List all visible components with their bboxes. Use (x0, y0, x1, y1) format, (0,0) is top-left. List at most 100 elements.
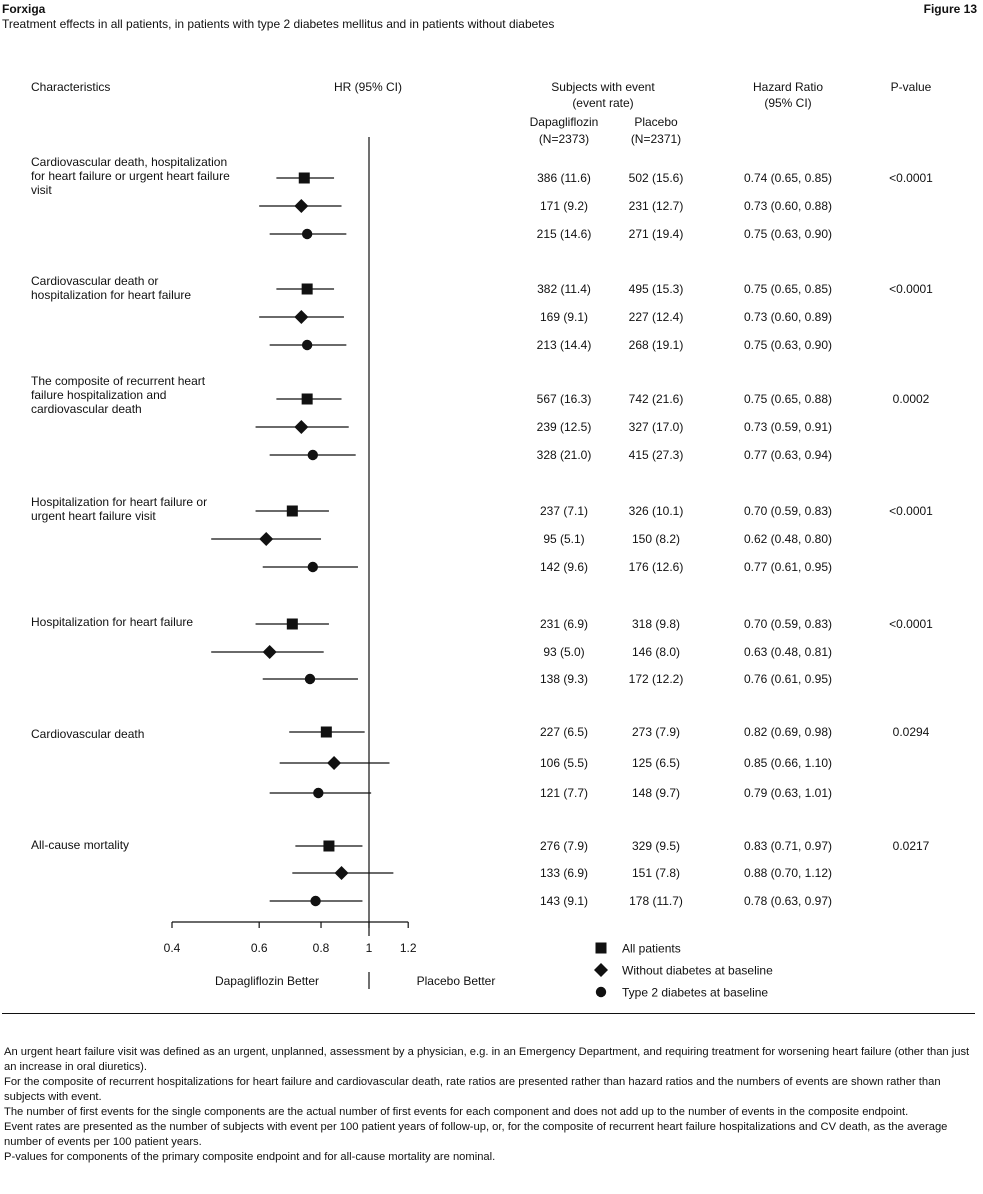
footnote-1: An urgent heart failure visit was define… (4, 1046, 970, 1073)
dapagliflozin-events: 276 (7.9) (539, 839, 589, 853)
diamond-marker (259, 532, 274, 546)
square-marker (320, 726, 332, 738)
placebo-events: 326 (10.1) (628, 504, 684, 518)
placebo-events: 150 (8.2) (631, 532, 681, 546)
placebo-events: 329 (9.5) (631, 839, 681, 853)
dapagliflozin-events: 106 (5.5) (539, 756, 589, 770)
legend-label: Without diabetes at baseline (622, 964, 773, 978)
hazard-ratio-text: 0.88 (0.70, 1.12) (743, 866, 833, 880)
hazard-ratio-text: 0.83 (0.71, 0.97) (743, 839, 833, 853)
column-header-dapagliflozin-n: (N=2373) (538, 132, 590, 146)
hazard-ratio-text: 0.63 (0.48, 0.81) (743, 645, 833, 659)
hazard-ratio-text: 0.74 (0.65, 0.85) (743, 171, 833, 185)
x-axis-tick-label: 0.6 (251, 941, 268, 955)
circle-marker (313, 787, 324, 799)
hazard-ratio-text: 0.78 (0.63, 0.97) (743, 894, 833, 908)
placebo-events: 273 (7.9) (631, 725, 681, 739)
divider-line (2, 1013, 975, 1014)
legend-label: Type 2 diabetes at baseline (622, 986, 768, 1000)
square-marker (323, 840, 335, 852)
dapagliflozin-events: 239 (12.5) (536, 420, 592, 434)
square-marker (286, 505, 298, 517)
legend-square-marker (595, 942, 607, 954)
square-marker (298, 172, 310, 184)
column-header-event-rate: (event rate) (572, 96, 634, 110)
footnote-4: Event rates are presented as the number … (4, 1121, 948, 1148)
placebo-events: 495 (15.3) (628, 282, 684, 296)
dapagliflozin-events: 215 (14.6) (536, 227, 592, 241)
placebo-events: 502 (15.6) (628, 171, 684, 185)
hazard-ratio-text: 0.77 (0.63, 0.94) (743, 448, 833, 462)
figure-subtitle: Treatment effects in all patients, in pa… (2, 17, 555, 31)
diamond-marker (294, 420, 309, 434)
footnote-2: For the composite of recurrent hospitali… (4, 1076, 941, 1103)
dapagliflozin-events: 213 (14.4) (536, 338, 592, 352)
placebo-events: 318 (9.8) (631, 617, 681, 631)
placebo-events: 415 (27.3) (628, 448, 684, 462)
placebo-events: 148 (9.7) (631, 786, 681, 800)
hazard-ratio-text: 0.75 (0.65, 0.88) (743, 392, 833, 406)
group-label: Cardiovascular death (31, 727, 145, 741)
pvalue-text: <0.0001 (889, 617, 933, 631)
hazard-ratio-text: 0.76 (0.61, 0.95) (743, 672, 833, 686)
group-label: Cardiovascular death, hospitalization fo… (31, 155, 230, 197)
diamond-marker (262, 645, 277, 659)
pvalue-text: <0.0001 (889, 282, 933, 296)
placebo-events: 178 (11.7) (629, 894, 683, 908)
circle-marker (301, 339, 313, 351)
forest-plot: 0.4 0.6 0.8 1 1.2 Dapagliflozin Better Placebo… (164, 137, 773, 1000)
dapagliflozin-events: 121 (7.7) (539, 786, 589, 800)
placebo-events: 146 (8.0) (631, 645, 681, 659)
placebo-events: 176 (12.6) (628, 560, 684, 574)
hazard-ratio-text: 0.70 (0.59, 0.83) (743, 504, 833, 518)
footnote-5: P-values for components of the primary c… (4, 1151, 496, 1163)
dapagliflozin-events: 142 (9.6) (539, 560, 589, 574)
dapagliflozin-events: 93 (5.0) (543, 645, 585, 659)
dapagliflozin-events: 95 (5.1) (543, 532, 585, 546)
dapagliflozin-events: 231 (6.9) (539, 617, 589, 631)
placebo-events: 327 (17.0) (628, 420, 684, 434)
legend-diamond-marker (594, 963, 608, 977)
dapagliflozin-events: 328 (21.0) (536, 448, 592, 462)
hazard-ratio-text: 0.82 (0.69, 0.98) (743, 725, 833, 739)
hazard-ratio-text: 0.79 (0.63, 1.01) (743, 786, 833, 800)
hazard-ratio-text: 0.75 (0.65, 0.85) (743, 282, 833, 296)
column-header-placebo: Placebo (634, 115, 678, 129)
placebo-events: 151 (7.8) (631, 866, 681, 880)
x-axis-tick-label: 1.2 (400, 941, 417, 955)
column-header-pvalue: P-value (890, 80, 932, 94)
group-label: All-cause mortality (31, 838, 130, 852)
diamond-marker (294, 310, 309, 324)
pvalue-text: <0.0001 (889, 171, 933, 185)
group-label: The composite of recurrent heart failure… (31, 374, 206, 416)
document-product-name: Forxiga (2, 2, 46, 16)
direction-label-left: Dapagliflozin Better (215, 974, 319, 988)
group-label: Cardiovascular death or hospitalization … (31, 274, 192, 302)
dapagliflozin-events: 386 (11.6) (537, 171, 591, 185)
placebo-events: 268 (19.1) (628, 338, 684, 352)
pvalue-text: 0.0002 (892, 392, 930, 406)
hazard-ratio-text: 0.73 (0.59, 0.91) (743, 420, 833, 434)
dapagliflozin-events: 169 (9.1) (539, 310, 589, 324)
circle-marker (301, 228, 313, 240)
square-marker (301, 283, 313, 295)
x-axis-tick-label: 0.4 (164, 941, 181, 955)
hazard-ratio-text: 0.85 (0.66, 1.10) (743, 756, 833, 770)
column-header-hazard-ratio-ci: (95% CI) (764, 96, 812, 110)
placebo-events: 172 (12.2) (628, 672, 684, 686)
diamond-marker (294, 199, 309, 213)
placebo-events: 271 (19.4) (628, 227, 684, 241)
dapagliflozin-events: 171 (9.2) (539, 199, 589, 213)
legend-label: All patients (622, 942, 681, 956)
circle-marker (304, 673, 316, 685)
column-header-placebo-n: (N=2371) (630, 132, 682, 146)
hazard-ratio-text: 0.62 (0.48, 0.80) (743, 532, 833, 546)
column-header-subjects: Subjects with event (551, 80, 655, 94)
placebo-events: 227 (12.4) (628, 310, 684, 324)
column-header-hr-ci: HR (95% CI) (334, 80, 403, 94)
pvalue-text: 0.0294 (892, 725, 930, 739)
dapagliflozin-events: 133 (6.9) (539, 866, 589, 880)
direction-label-right: Placebo Better (417, 974, 496, 988)
hazard-ratio-text: 0.75 (0.63, 0.90) (743, 338, 833, 352)
footnote-3: The number of first events for the singl… (4, 1106, 909, 1118)
